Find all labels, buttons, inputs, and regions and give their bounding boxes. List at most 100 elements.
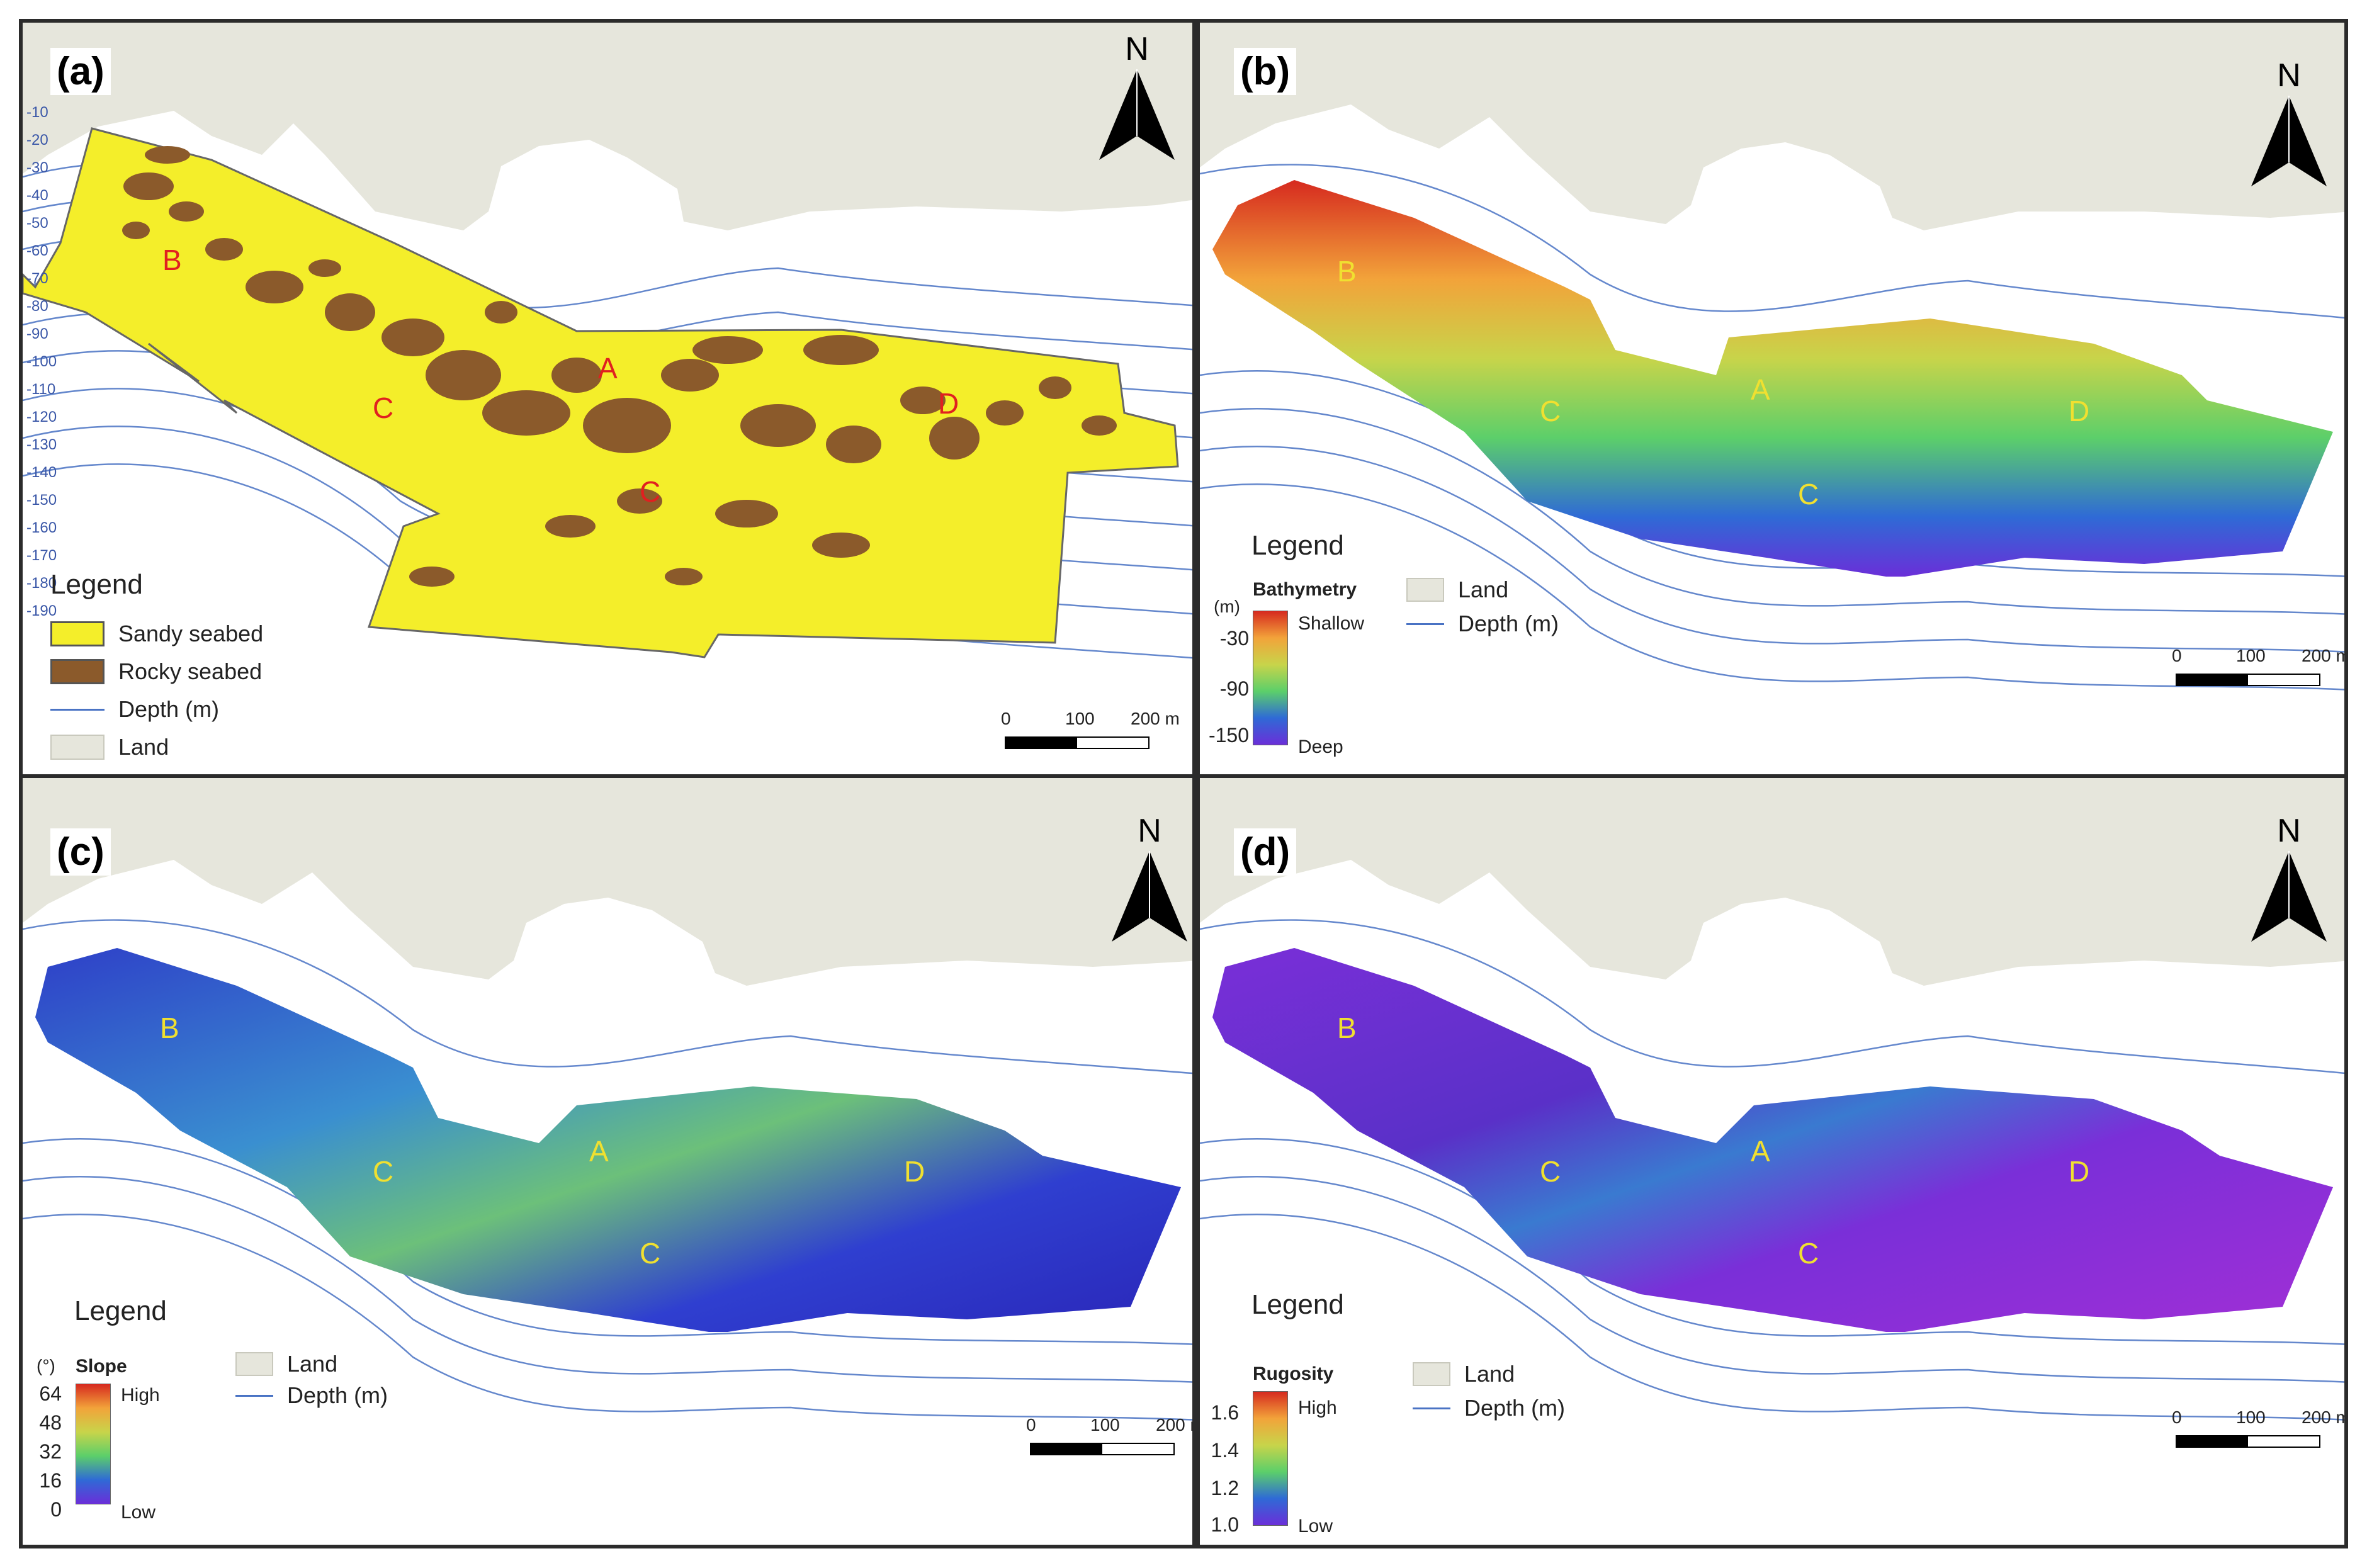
ramp-title: Slope bbox=[76, 1356, 127, 1377]
ramp-tick: 1.0 bbox=[1211, 1513, 1239, 1536]
zone-label-a: A bbox=[1751, 373, 1770, 406]
north-arrow-icon: N bbox=[2245, 813, 2333, 942]
land-swatch bbox=[50, 735, 105, 760]
panel-c: (c) N B C A D C Legend Slope (°) 64 48 3… bbox=[19, 774, 1196, 1548]
zone-label-d: D bbox=[904, 1155, 925, 1188]
north-label: N bbox=[1125, 31, 1149, 67]
legend-label: Depth (m) bbox=[287, 1382, 388, 1408]
legend-label: Land bbox=[118, 734, 169, 760]
scale-tick: 200 m bbox=[2302, 1407, 2348, 1427]
slope-surface bbox=[35, 948, 1181, 1332]
land-swatch bbox=[1406, 578, 1444, 602]
map-b bbox=[1200, 23, 2344, 691]
contour-label: -30 bbox=[26, 159, 48, 176]
scale-bar: 0 100 200 m bbox=[1001, 709, 1180, 753]
land bbox=[1200, 778, 2344, 986]
ramp-tick: 0 bbox=[50, 1498, 62, 1521]
scale-bar: 0 100 200 m bbox=[2172, 1407, 2344, 1452]
zone-label-c: C bbox=[640, 475, 661, 508]
panel-label: (c) bbox=[50, 828, 111, 876]
legend-item-land: Land bbox=[235, 1351, 337, 1377]
scale-tick: 0 bbox=[2172, 646, 2182, 665]
depth-line-swatch bbox=[235, 1394, 273, 1397]
contour-label: -90 bbox=[26, 325, 48, 342]
ramp-tick: 1.2 bbox=[1211, 1477, 1239, 1499]
map-a: -10 -20 -30 -40 -50 -60 -70 -80 -90 -100 -110 -120 -… bbox=[23, 23, 1192, 659]
sandy-swatch bbox=[50, 621, 105, 646]
legend-item-land: Land bbox=[1406, 577, 1508, 603]
legend-item-depth: Depth (m) bbox=[1413, 1395, 1565, 1421]
scale-tick: 0 bbox=[1001, 709, 1011, 728]
zone-label-c: C bbox=[373, 392, 394, 424]
panel-label: (b) bbox=[1234, 48, 1297, 95]
north-label: N bbox=[2277, 813, 2301, 849]
zone-label-c: C bbox=[1798, 1237, 1819, 1270]
ramp-low-label: Low bbox=[121, 1502, 156, 1523]
scale-tick: 200 m bbox=[2302, 646, 2348, 665]
zone-label-d: D bbox=[2069, 1155, 2090, 1188]
scale-tick: 0 bbox=[2172, 1407, 2182, 1427]
land bbox=[23, 23, 1192, 230]
sandy-seabed-area bbox=[23, 127, 1179, 658]
legend-item-sandy: Sandy seabed bbox=[50, 621, 263, 647]
legend-title: Legend bbox=[74, 1295, 167, 1326]
contour-label: -70 bbox=[26, 270, 48, 287]
contours bbox=[1200, 164, 2344, 691]
ramp-tick: 1.6 bbox=[1211, 1401, 1239, 1424]
legend-item-rocky: Rocky seabed bbox=[50, 658, 262, 685]
scale-tick: 100 bbox=[2236, 646, 2266, 665]
ramp-tick: 1.4 bbox=[1211, 1439, 1239, 1462]
scale-tick: 100 bbox=[2236, 1407, 2266, 1427]
scale-tick: 0 bbox=[1026, 1415, 1036, 1435]
panel-label: (d) bbox=[1234, 828, 1297, 876]
panel-label: (a) bbox=[50, 48, 111, 95]
map-d bbox=[1200, 778, 2344, 1421]
scale-tick: 200 m bbox=[1156, 1415, 1192, 1435]
depth-line-swatch bbox=[1413, 1407, 1450, 1409]
contour-label: -170 bbox=[26, 547, 57, 564]
ramp-title: Bathymetry bbox=[1253, 579, 1357, 600]
depth-line-swatch bbox=[1406, 623, 1444, 625]
ramp-high-label: High bbox=[1298, 1397, 1337, 1418]
legend-label: Depth (m) bbox=[118, 696, 220, 722]
ramp-high-label: Shallow bbox=[1298, 613, 1365, 634]
contour-label: -60 bbox=[26, 242, 48, 259]
ramp-low-label: Deep bbox=[1298, 736, 1343, 757]
contour-label: -140 bbox=[26, 464, 57, 481]
scale-tick: 100 bbox=[1065, 709, 1095, 728]
legend-label: Land bbox=[1458, 577, 1509, 602]
zone-label-a: A bbox=[1751, 1135, 1770, 1168]
zone-label-b: B bbox=[162, 244, 182, 276]
zone-label-c: C bbox=[1540, 1155, 1561, 1188]
legend-title: Legend bbox=[1251, 1289, 1344, 1320]
zone-label-d: D bbox=[2069, 395, 2090, 427]
ramp-low-label: Low bbox=[1298, 1516, 1333, 1537]
contour-label: -130 bbox=[26, 436, 57, 453]
contour-label: -50 bbox=[26, 215, 48, 232]
contour-label: -160 bbox=[26, 519, 57, 536]
zone-label-c: C bbox=[1798, 478, 1819, 510]
ramp-tick: -30 bbox=[1219, 627, 1249, 650]
legend-item-land: Land bbox=[1413, 1361, 1515, 1387]
panel-d: (d) N B C A D C Legend Rugosity 1.6 1.4 … bbox=[1196, 774, 2348, 1548]
land-swatch bbox=[1413, 1362, 1450, 1386]
bathymetry-surface bbox=[1212, 180, 2333, 577]
contour-label: -100 bbox=[26, 353, 57, 370]
scale-tick: 200 m bbox=[1131, 709, 1180, 728]
ramp-tick: 64 bbox=[39, 1382, 62, 1405]
north-arrow-icon: N bbox=[2245, 57, 2333, 186]
legend-label: Land bbox=[287, 1351, 338, 1377]
legend-item-depth: Depth (m) bbox=[235, 1382, 388, 1409]
rugosity-surface bbox=[1212, 948, 2333, 1332]
legend-label: Depth (m) bbox=[1464, 1395, 1566, 1421]
contour-label: -20 bbox=[26, 132, 48, 149]
ramp-tick: 32 bbox=[39, 1440, 62, 1463]
legend-item-depth: Depth (m) bbox=[1406, 611, 1559, 637]
ramp-tick: 48 bbox=[39, 1411, 62, 1434]
zone-label-b: B bbox=[1337, 1012, 1357, 1044]
bathymetry-color-ramp bbox=[1253, 611, 1288, 745]
scale-bar: 0 100 200 m bbox=[2172, 646, 2344, 690]
ramp-tick: -150 bbox=[1208, 724, 1249, 747]
rocky-swatch bbox=[50, 659, 105, 684]
